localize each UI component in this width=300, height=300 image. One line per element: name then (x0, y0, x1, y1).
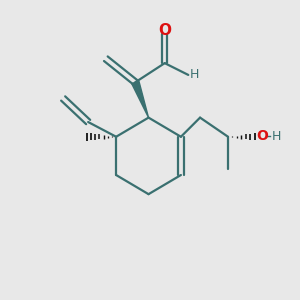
Text: H: H (190, 68, 200, 81)
Text: O: O (256, 129, 268, 143)
Polygon shape (132, 81, 148, 118)
Text: H: H (272, 130, 282, 143)
Text: O: O (158, 23, 171, 38)
